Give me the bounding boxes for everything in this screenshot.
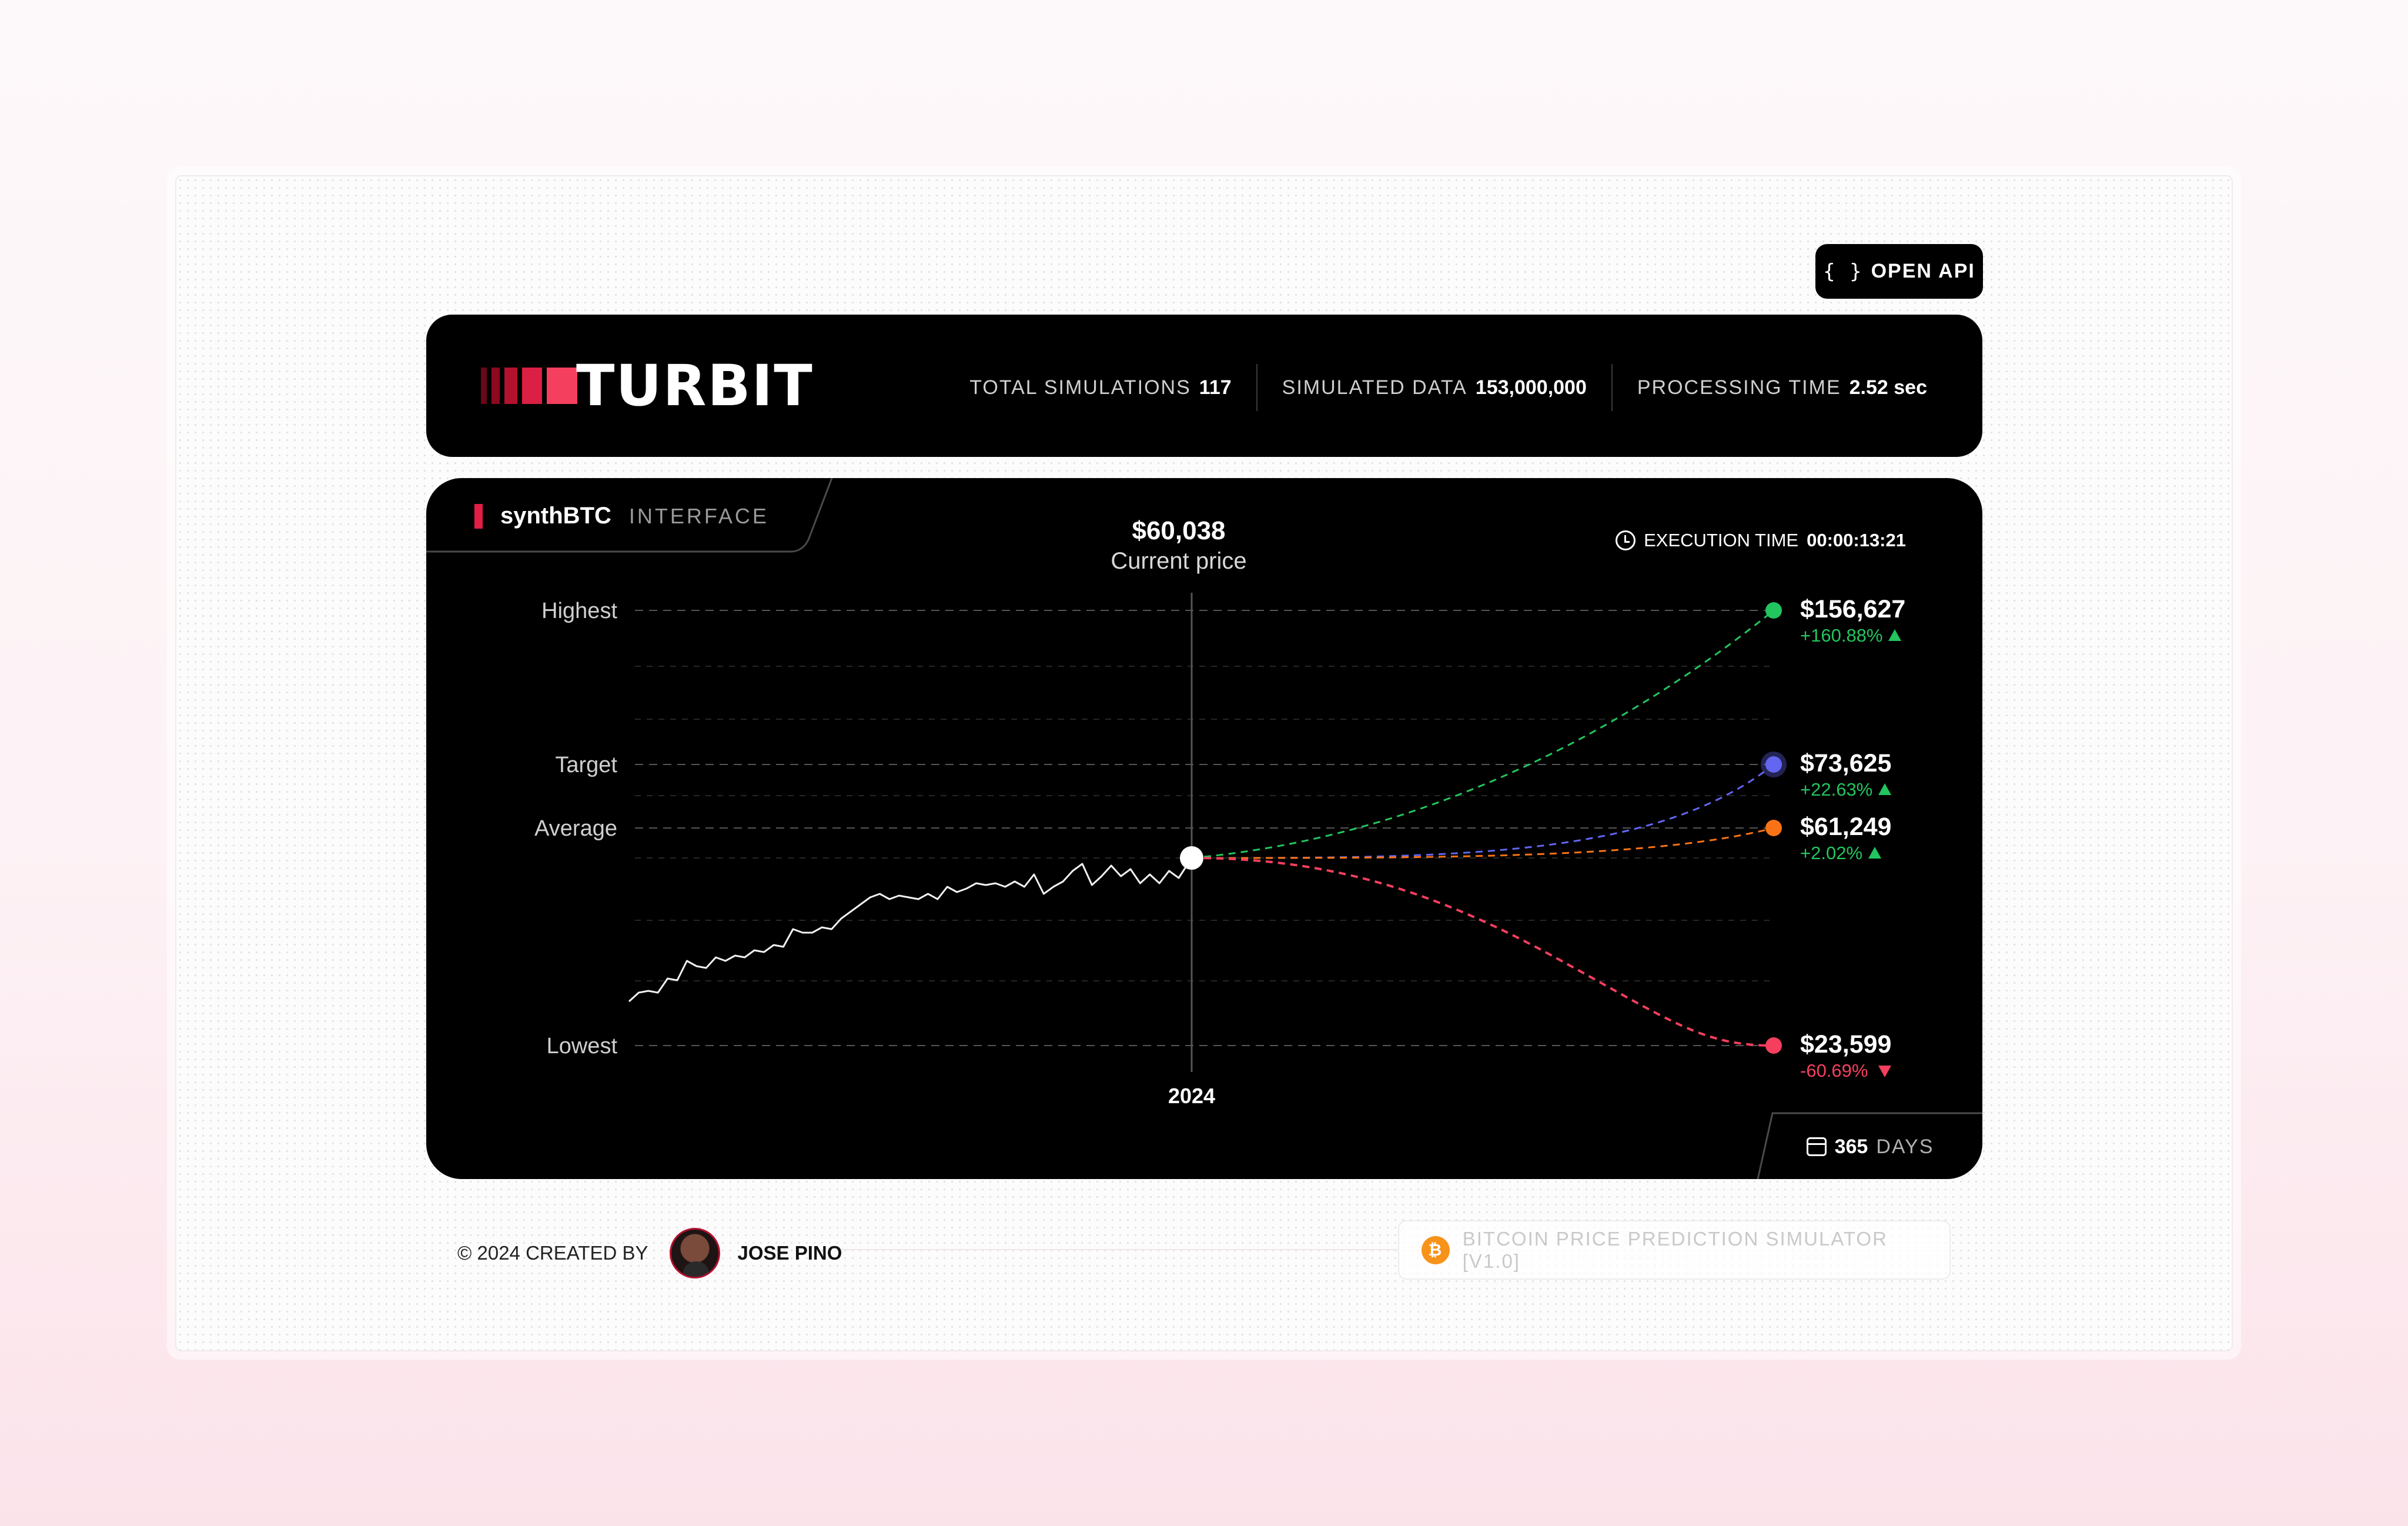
grid-lines — [635, 610, 1772, 1046]
stat-value: 2.52 sec — [1849, 376, 1927, 399]
clock-icon — [1616, 530, 1636, 550]
calendar-icon — [1806, 1137, 1827, 1156]
level-label-lowest: Lowest — [547, 1034, 618, 1058]
execution-time: EXECUTION TIME 00:00:13:21 — [1616, 530, 1906, 551]
footer-credit: © 2024 CREATED BY JOSE PINO — [457, 1228, 842, 1278]
braces-icon: { } — [1823, 259, 1863, 283]
level-label-highest: Highest — [541, 599, 617, 623]
bitcoin-icon: ₿ — [1422, 1236, 1450, 1264]
stat-processing-time: PROCESSING TIME 2.52 sec — [1611, 364, 1927, 411]
stats-bar: TOTAL SIMULATIONS 117 SIMULATED DATA 153… — [945, 364, 1927, 411]
price-chart: Highest Target Average Lowest 2024 $156,627… — [426, 478, 1982, 1179]
author-name: JOSE PINO — [737, 1242, 842, 1264]
level-price: $156,627 — [1800, 595, 1905, 623]
endpoint-dot — [1765, 1037, 1782, 1054]
projection-line-lowest — [1191, 857, 1774, 1047]
level-change: +2.02% — [1800, 843, 1862, 863]
days-tab-outline — [1757, 1112, 1982, 1179]
interface-tab[interactable]: synthBTC INTERFACE — [474, 503, 769, 529]
endpoint-dot — [1765, 756, 1782, 773]
endpoint-dot — [1765, 602, 1782, 619]
stats-header: TURBIT TOTAL SIMULATIONS 117 SIMULATED D… — [426, 315, 1982, 457]
stat-label: PROCESSING TIME — [1637, 376, 1841, 399]
period-unit: DAYS — [1876, 1135, 1934, 1158]
level-change: +22.63% — [1800, 779, 1872, 800]
price-history-line — [628, 857, 1193, 1003]
current-price-value: $60,038 — [1132, 516, 1226, 545]
projection-line-target — [1191, 763, 1774, 859]
badge-text: BITCOIN PRICE PREDICTION SIMULATOR [V1.0… — [1462, 1227, 1888, 1272]
current-price-marker — [1180, 846, 1203, 870]
arrow-up-icon — [1888, 629, 1901, 641]
endpoint-dot — [1765, 820, 1782, 836]
stat-label: TOTAL SIMULATIONS — [969, 376, 1191, 399]
stat-value: 117 — [1199, 376, 1232, 399]
tab-accent — [474, 503, 483, 529]
projection-line-highest — [1191, 609, 1774, 859]
level-price: $23,599 — [1800, 1030, 1891, 1058]
panel-subtitle: INTERFACE — [628, 503, 769, 528]
brand-name: TURBIT — [576, 353, 814, 419]
arrow-up-icon — [1868, 847, 1881, 859]
stat-total-simulations: TOTAL SIMULATIONS 117 — [945, 364, 1256, 411]
level-value-target: $73,625+22.63% — [1761, 749, 1891, 800]
open-api-label: OPEN API — [1871, 260, 1975, 282]
level-label-average: Average — [534, 816, 617, 841]
stat-simulated-data: SIMULATED DATA 153,000,000 — [1256, 364, 1611, 411]
arrow-up-icon — [1878, 783, 1891, 795]
open-api-button[interactable]: { } OPEN API — [1815, 244, 1983, 299]
stat-label: SIMULATED DATA — [1282, 376, 1467, 399]
turbit-logo-icon — [481, 368, 577, 404]
period-value: 365 — [1834, 1135, 1868, 1158]
credit-text: © 2024 CREATED BY — [457, 1242, 648, 1264]
level-change: +160.88% — [1800, 625, 1882, 646]
level-value-lowest: $23,599-60.69% — [1765, 1030, 1891, 1081]
level-labels: Highest Target Average Lowest — [534, 599, 617, 1058]
projection-line-average — [1191, 827, 1774, 859]
simulator-version-badge: ₿ BITCOIN PRICE PREDICTION SIMULATOR [V1… — [1398, 1220, 1951, 1280]
stat-value: 153,000,000 — [1475, 376, 1587, 399]
level-values: $156,627+160.88% $73,625+22.63% $61,249+2.… — [1761, 595, 1905, 1081]
author-link[interactable]: JOSE PINO — [669, 1228, 842, 1278]
level-change: -60.69% — [1800, 1060, 1868, 1081]
level-price: $73,625 — [1800, 749, 1891, 777]
current-price-label: Current price — [1111, 548, 1247, 574]
execution-time-value: 00:00:13:21 — [1807, 530, 1906, 550]
arrow-down-icon — [1878, 1066, 1891, 1077]
execution-time-label: EXECUTION TIME — [1644, 530, 1799, 550]
level-value-highest: $156,627+160.88% — [1765, 595, 1905, 646]
x-axis-year-label: 2024 — [1168, 1084, 1215, 1108]
footer-divider — [841, 1249, 1399, 1250]
panel-title: synthBTC — [500, 503, 611, 529]
level-label-target: Target — [555, 753, 617, 777]
projections — [1191, 609, 1774, 1047]
period-selector[interactable]: 365 DAYS — [1758, 1114, 1982, 1179]
current-price: $60,038 Current price — [1055, 516, 1302, 575]
avatar — [669, 1228, 720, 1278]
level-price: $61,249 — [1800, 813, 1891, 841]
simulation-panel: Highest Target Average Lowest 2024 $156,627… — [426, 478, 1982, 1179]
level-value-average: $61,249+2.02% — [1765, 813, 1891, 863]
tab-outline — [426, 478, 833, 553]
